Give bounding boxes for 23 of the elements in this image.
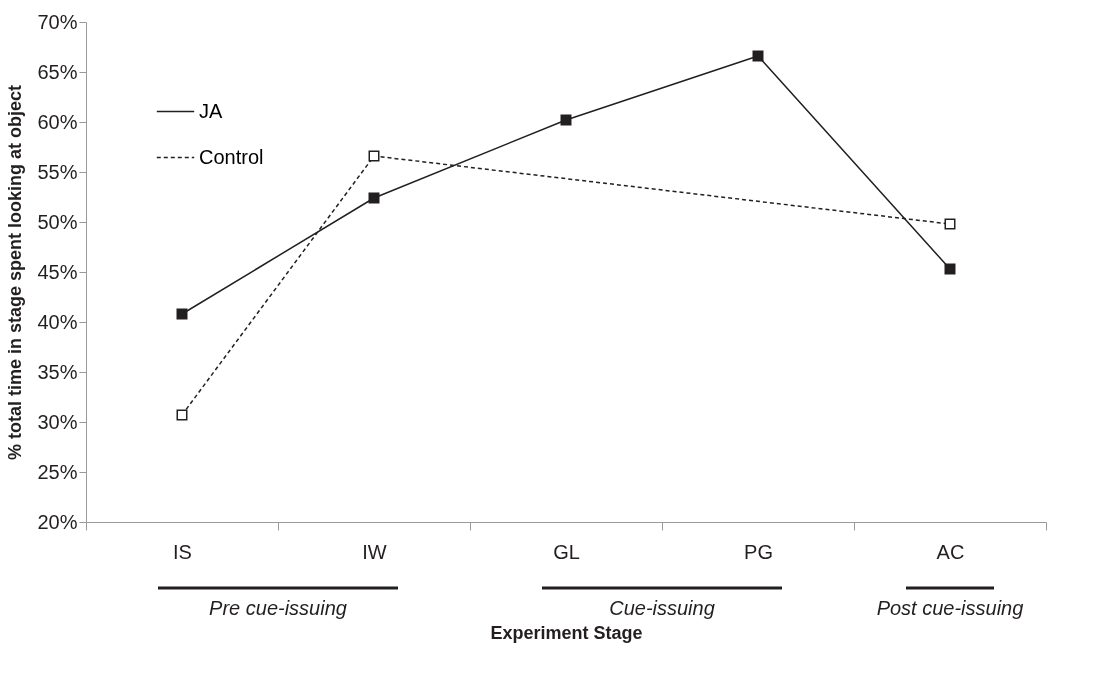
y-tick-label: 65% xyxy=(37,60,78,83)
text: Post cue-issuing xyxy=(876,597,1024,619)
legend-label: Control xyxy=(199,145,264,168)
y-tick-label: 20% xyxy=(37,510,78,533)
y-tick-label: 70% xyxy=(37,10,78,33)
x-tick-label: GL xyxy=(553,540,580,563)
y-tick-label: 30% xyxy=(37,410,78,433)
y-tick-label: 25% xyxy=(37,460,78,483)
y-tick-label: 50% xyxy=(37,210,78,233)
x-tick-label: PG xyxy=(744,540,773,563)
y-tick-label: 55% xyxy=(37,160,78,183)
y-tick-label: 40% xyxy=(37,310,78,333)
x-axis-title: Experiment Stage xyxy=(490,622,643,643)
x-tick-label: IS xyxy=(173,540,192,563)
x-tick-label: AC xyxy=(936,540,965,563)
text: Cue-issuing xyxy=(609,597,715,619)
y-tick-label: 60% xyxy=(37,110,78,133)
text: Pre cue-issuing xyxy=(209,597,347,619)
x-tick-label: IW xyxy=(362,540,387,563)
y-tick-label: 45% xyxy=(37,260,78,283)
legend-label: JA xyxy=(199,99,223,122)
y-tick-label: 35% xyxy=(37,360,78,383)
y-axis-title: % total time in stage spent looking at object xyxy=(5,84,26,461)
